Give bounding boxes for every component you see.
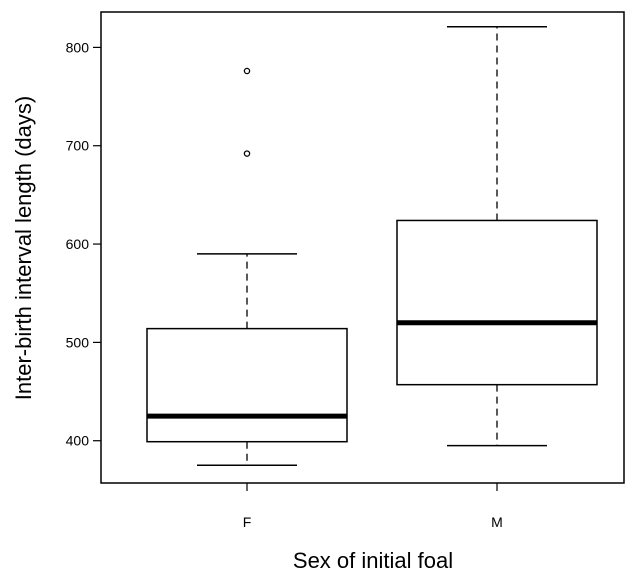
x-axis-label: Sex of initial foal	[293, 548, 453, 573]
box-F	[146, 67, 348, 467]
outlier-point	[243, 67, 251, 75]
iqr-box	[396, 219, 598, 386]
y-tick-label: 400	[66, 433, 90, 449]
box-M	[396, 25, 598, 447]
plot-area	[146, 25, 598, 467]
y-tick-label: 500	[66, 334, 90, 350]
x-tick-label: F	[243, 514, 252, 530]
outlier-point	[243, 150, 251, 157]
y-axis: 400 500 600 700 800	[66, 39, 101, 449]
y-axis-label: Inter-birth interval length (days)	[11, 96, 36, 400]
y-tick-label: 600	[66, 236, 90, 252]
plot-frame	[100, 11, 625, 484]
x-tick-label: M	[491, 514, 503, 530]
y-tick-label: 700	[66, 138, 90, 154]
y-tick-label: 800	[66, 39, 90, 55]
iqr-box	[146, 327, 348, 443]
